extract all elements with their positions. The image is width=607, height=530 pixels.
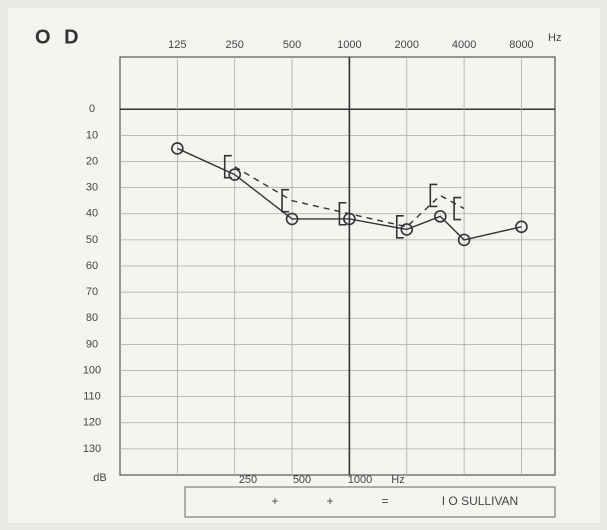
y-tick-label: 100 — [83, 364, 101, 376]
x-tick-label: 8000 — [509, 39, 533, 51]
audiogram: O D Hz dB 0 10 20 30 40 50 60 70 80 90 100 110 120 13… — [0, 0, 607, 530]
footer-box-text: I O SULLIVAN — [442, 494, 518, 508]
y-tick-label: 70 — [86, 286, 98, 298]
chart-title: O D — [35, 26, 83, 48]
footer-box-text: = — [381, 494, 388, 508]
y-tick-label: 110 — [83, 391, 101, 403]
footer-box-text: + — [271, 494, 278, 508]
y-tick-label: 0 — [89, 103, 95, 115]
y-tick-label: 90 — [86, 338, 98, 350]
footer-label: 500 — [293, 474, 311, 486]
y-tick-label: 60 — [86, 260, 98, 272]
footer-label: 1000 — [348, 474, 372, 486]
y-tick-label: 50 — [86, 234, 98, 246]
y-tick-label: 30 — [86, 182, 98, 194]
y-tick-label: 120 — [83, 417, 101, 429]
footer-box-text: + — [326, 494, 333, 508]
y-tick-label: 40 — [86, 208, 98, 220]
y-tick-label: 130 — [83, 443, 101, 455]
y-unit: dB — [93, 472, 106, 484]
footer-label: 250 — [239, 474, 257, 486]
x-tick-label: 2000 — [395, 39, 419, 51]
x-unit: Hz — [548, 32, 561, 44]
x-tick-label: 4000 — [452, 39, 476, 51]
x-tick-label: 250 — [226, 39, 244, 51]
y-tick-label: 10 — [86, 129, 98, 141]
footer-label: Hz — [391, 474, 404, 486]
x-tick-label: 1000 — [337, 39, 361, 51]
y-tick-label: 20 — [86, 155, 98, 167]
x-tick-label: 125 — [168, 39, 186, 51]
y-tick-label: 80 — [86, 312, 98, 324]
x-tick-label: 500 — [283, 39, 301, 51]
